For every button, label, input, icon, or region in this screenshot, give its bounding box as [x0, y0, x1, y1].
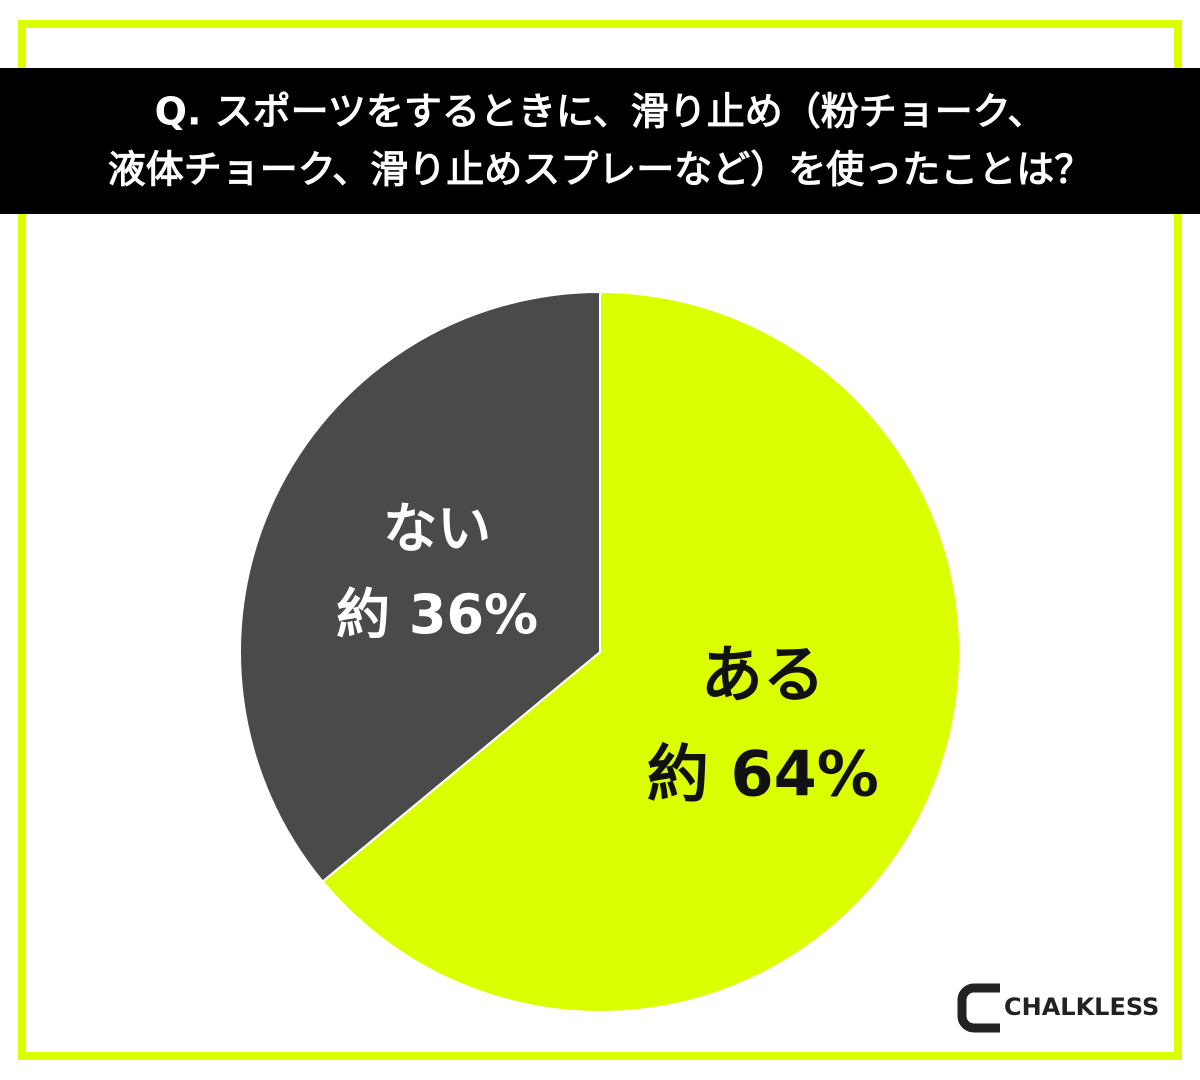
pie: ある約 64% ない約 36% — [239, 290, 961, 1013]
slice-category-label: ない — [383, 497, 491, 560]
brand-logo: CHALKLESS — [957, 983, 1159, 1033]
title-band — [0, 68, 1200, 214]
slice-category-label: ある — [701, 638, 825, 711]
chart-title: Q. スポーツをするときに、滑り止め（粉チョーク、 — [155, 90, 1046, 134]
slice-value-label: 約 36% — [336, 583, 538, 646]
slice-value-label: 約 64% — [647, 737, 879, 810]
pie-slice — [239, 290, 601, 883]
frame — [18, 20, 1182, 1060]
logo-mark — [957, 983, 1000, 1033]
pie-slice — [321, 290, 961, 1013]
chart-title: 液体チョーク、滑り止めスプレーなど）を使ったことは？ — [108, 148, 1093, 192]
brand-name: CHALKLESS — [1004, 993, 1159, 1021]
